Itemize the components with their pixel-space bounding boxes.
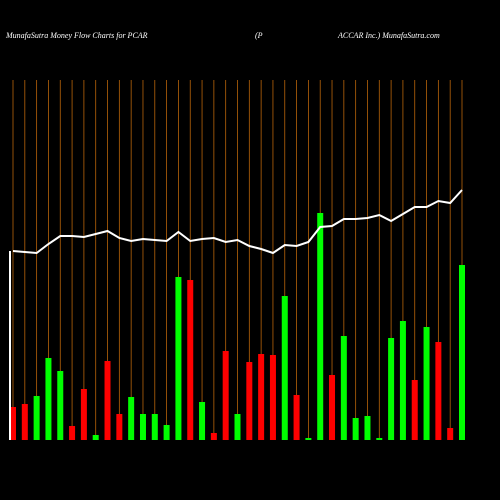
bar — [423, 327, 430, 440]
bar — [388, 338, 395, 440]
bar — [234, 414, 241, 440]
bar — [128, 397, 135, 440]
bar — [104, 361, 111, 440]
bar — [435, 342, 442, 440]
bar — [69, 426, 76, 440]
chart-title: MunafaSutra Money Flow Charts for PCAR — [5, 31, 148, 40]
bar — [151, 414, 158, 440]
bar — [116, 414, 123, 440]
bar — [175, 277, 182, 440]
bar — [45, 358, 52, 440]
price-line — [12, 189, 463, 255]
bar — [246, 362, 253, 440]
bar — [269, 355, 276, 440]
bar — [199, 402, 206, 440]
bar — [293, 395, 300, 440]
bar — [92, 435, 99, 440]
bar — [399, 321, 406, 440]
bar — [139, 414, 146, 440]
bar — [329, 375, 336, 440]
bar — [376, 438, 383, 440]
bar — [258, 354, 265, 440]
bar — [411, 380, 418, 440]
bar — [187, 280, 194, 440]
bar — [281, 296, 288, 440]
bar — [447, 428, 454, 440]
bar — [163, 425, 170, 440]
bar — [222, 351, 229, 440]
bar — [364, 416, 371, 440]
bar — [80, 389, 87, 440]
bar — [10, 407, 16, 440]
bar — [33, 396, 40, 440]
bar — [352, 418, 359, 440]
bar — [57, 371, 64, 440]
bar — [340, 336, 347, 440]
bar — [317, 213, 324, 440]
bar — [210, 433, 217, 440]
bar — [21, 404, 28, 440]
bar — [305, 438, 312, 440]
bar — [459, 265, 465, 440]
chart-title: ACCAR Inc.) MunafaSutra.com — [337, 31, 440, 40]
chart-title: (P — [255, 31, 263, 40]
